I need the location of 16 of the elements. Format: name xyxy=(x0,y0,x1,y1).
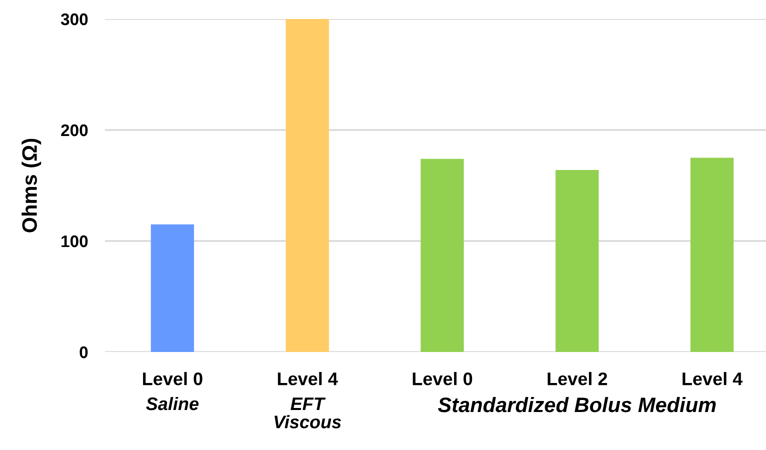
bar xyxy=(420,158,464,352)
bar xyxy=(556,170,599,352)
bar xyxy=(690,158,734,352)
x-tick-label: Level 4 EFT Viscous xyxy=(274,372,342,428)
y-tick-label: 200 xyxy=(61,124,88,136)
bar xyxy=(286,19,329,352)
bar xyxy=(150,224,194,352)
x-tick-label: Level 4 xyxy=(682,372,743,386)
y-axis-title: Ohms (Ω) xyxy=(22,138,42,232)
x-tick-label: Level 0 xyxy=(412,372,472,386)
y-tick-label: 300 xyxy=(60,13,88,26)
x-tick-label: Level 2 xyxy=(548,372,608,386)
text: Standardized Bolus Medium xyxy=(438,396,716,412)
x-tick-label: Level 0 Saline xyxy=(143,372,202,410)
y-tick-label: 100 xyxy=(62,235,88,248)
y-tick-label: 0 xyxy=(80,346,88,358)
